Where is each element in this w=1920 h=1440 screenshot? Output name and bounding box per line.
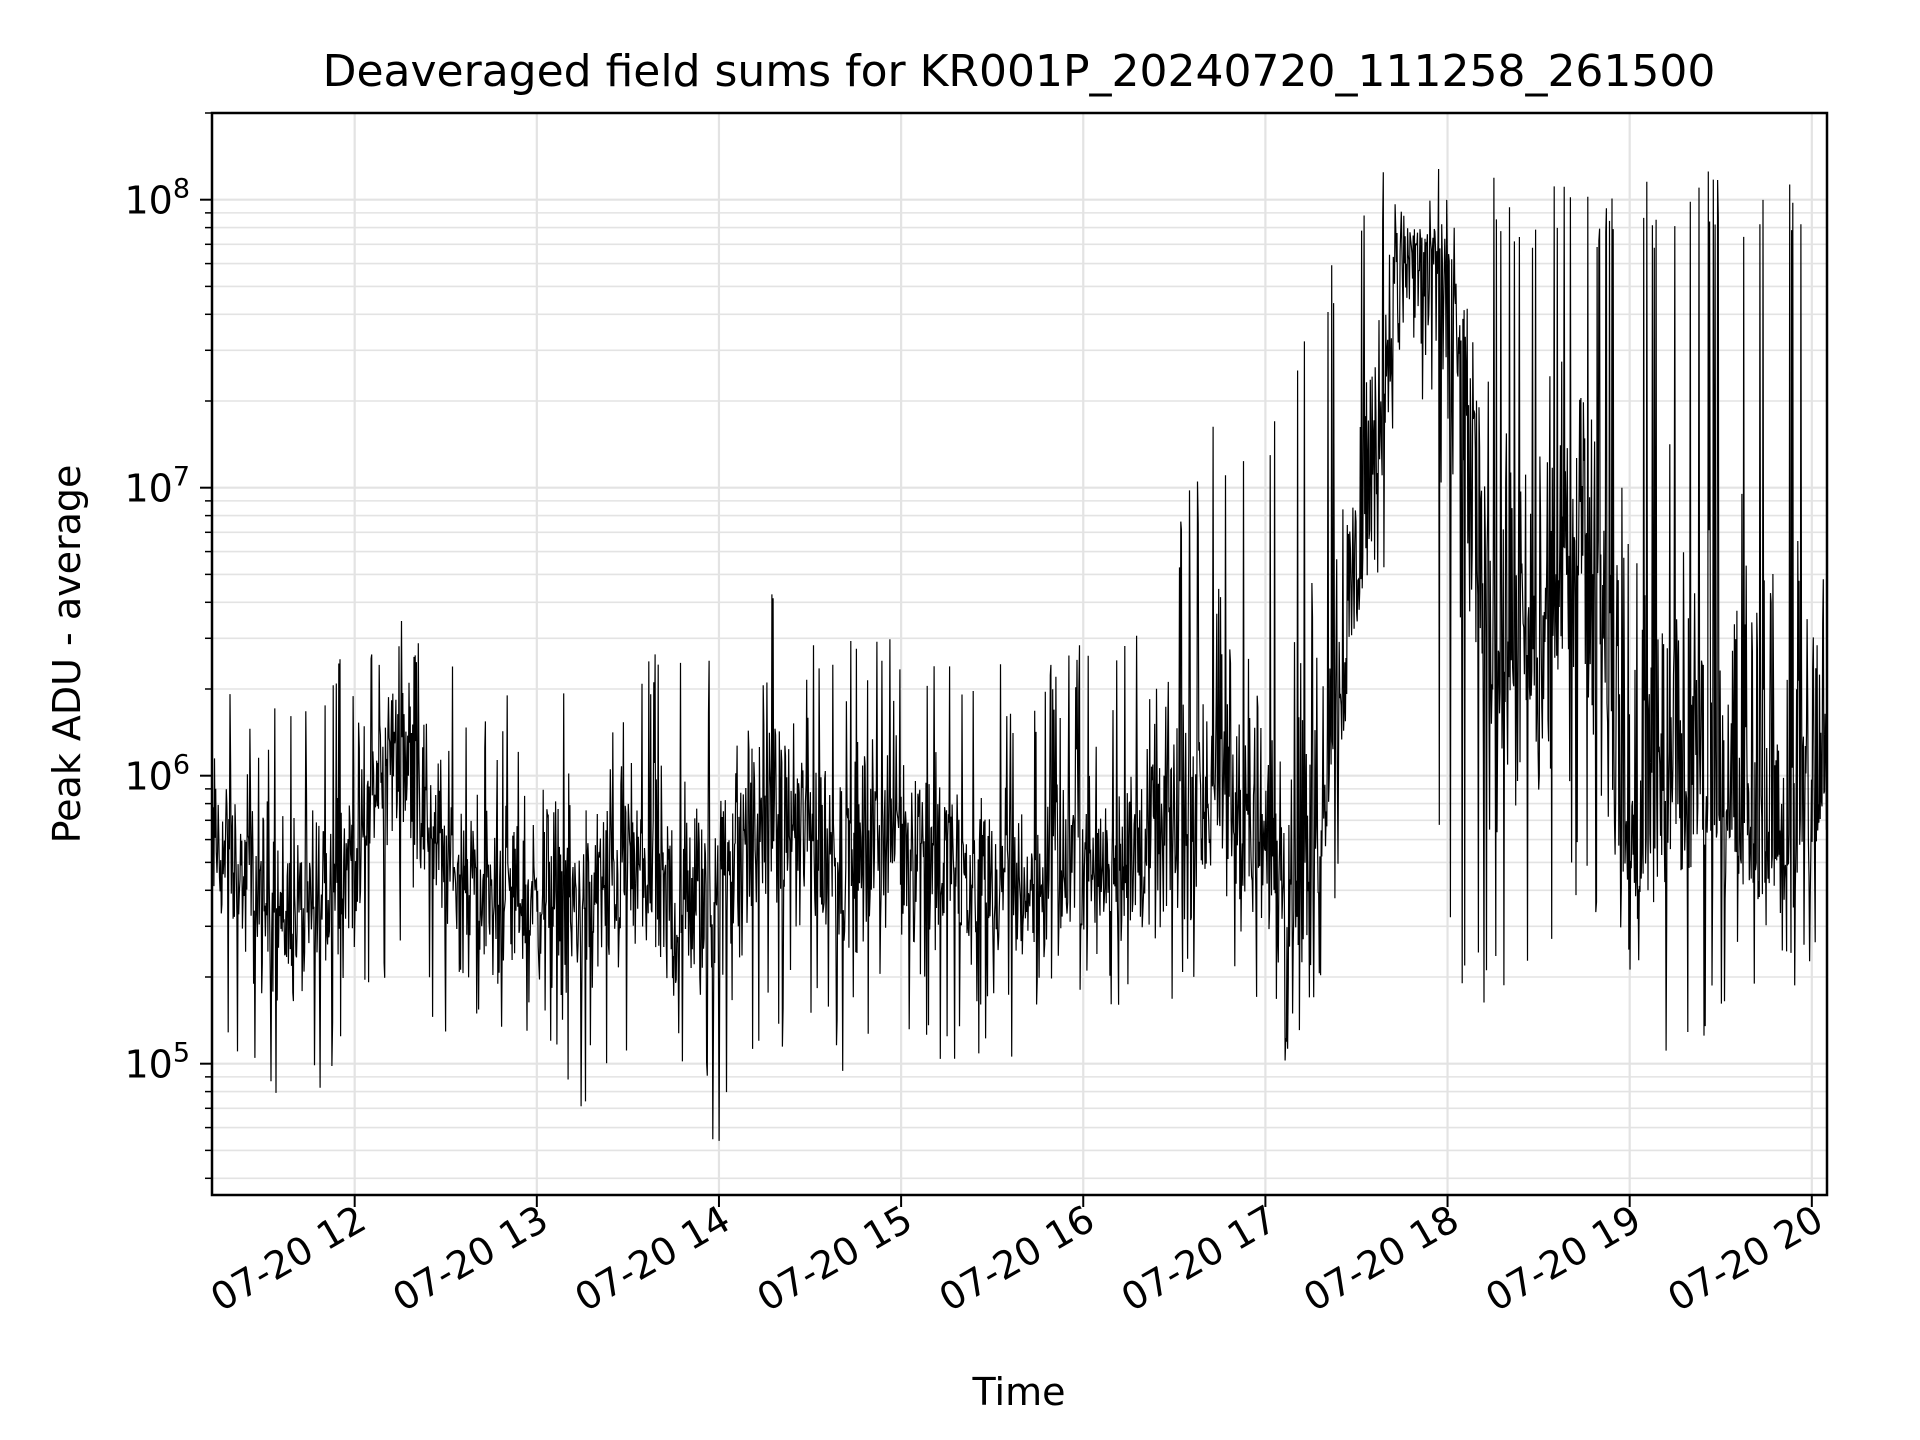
y-tick-base: 10 — [124, 179, 172, 223]
y-tick-base: 10 — [124, 755, 172, 799]
y-tick-exponent: 6 — [173, 750, 190, 781]
y-tick-label: 106 — [124, 750, 190, 799]
y-tick-label: 107 — [124, 462, 190, 511]
y-tick-base: 10 — [124, 1043, 172, 1087]
y-tick-base: 10 — [124, 467, 172, 511]
y-tick-exponent: 5 — [173, 1038, 190, 1069]
chart-title: Deaveraged field sums for KR001P_2024072… — [323, 46, 1716, 97]
series-layer — [212, 168, 1827, 1141]
series-line — [212, 168, 1827, 1141]
y-tick-exponent: 8 — [173, 174, 190, 205]
x-axis-label: Time — [972, 1370, 1066, 1414]
y-tick-label: 105 — [124, 1038, 190, 1087]
y-tick-exponent: 7 — [173, 462, 190, 493]
y-axis-label: Peak ADU - average — [45, 465, 89, 844]
y-tick-label: 108 — [124, 174, 190, 223]
plot-frame — [210, 111, 1829, 1197]
